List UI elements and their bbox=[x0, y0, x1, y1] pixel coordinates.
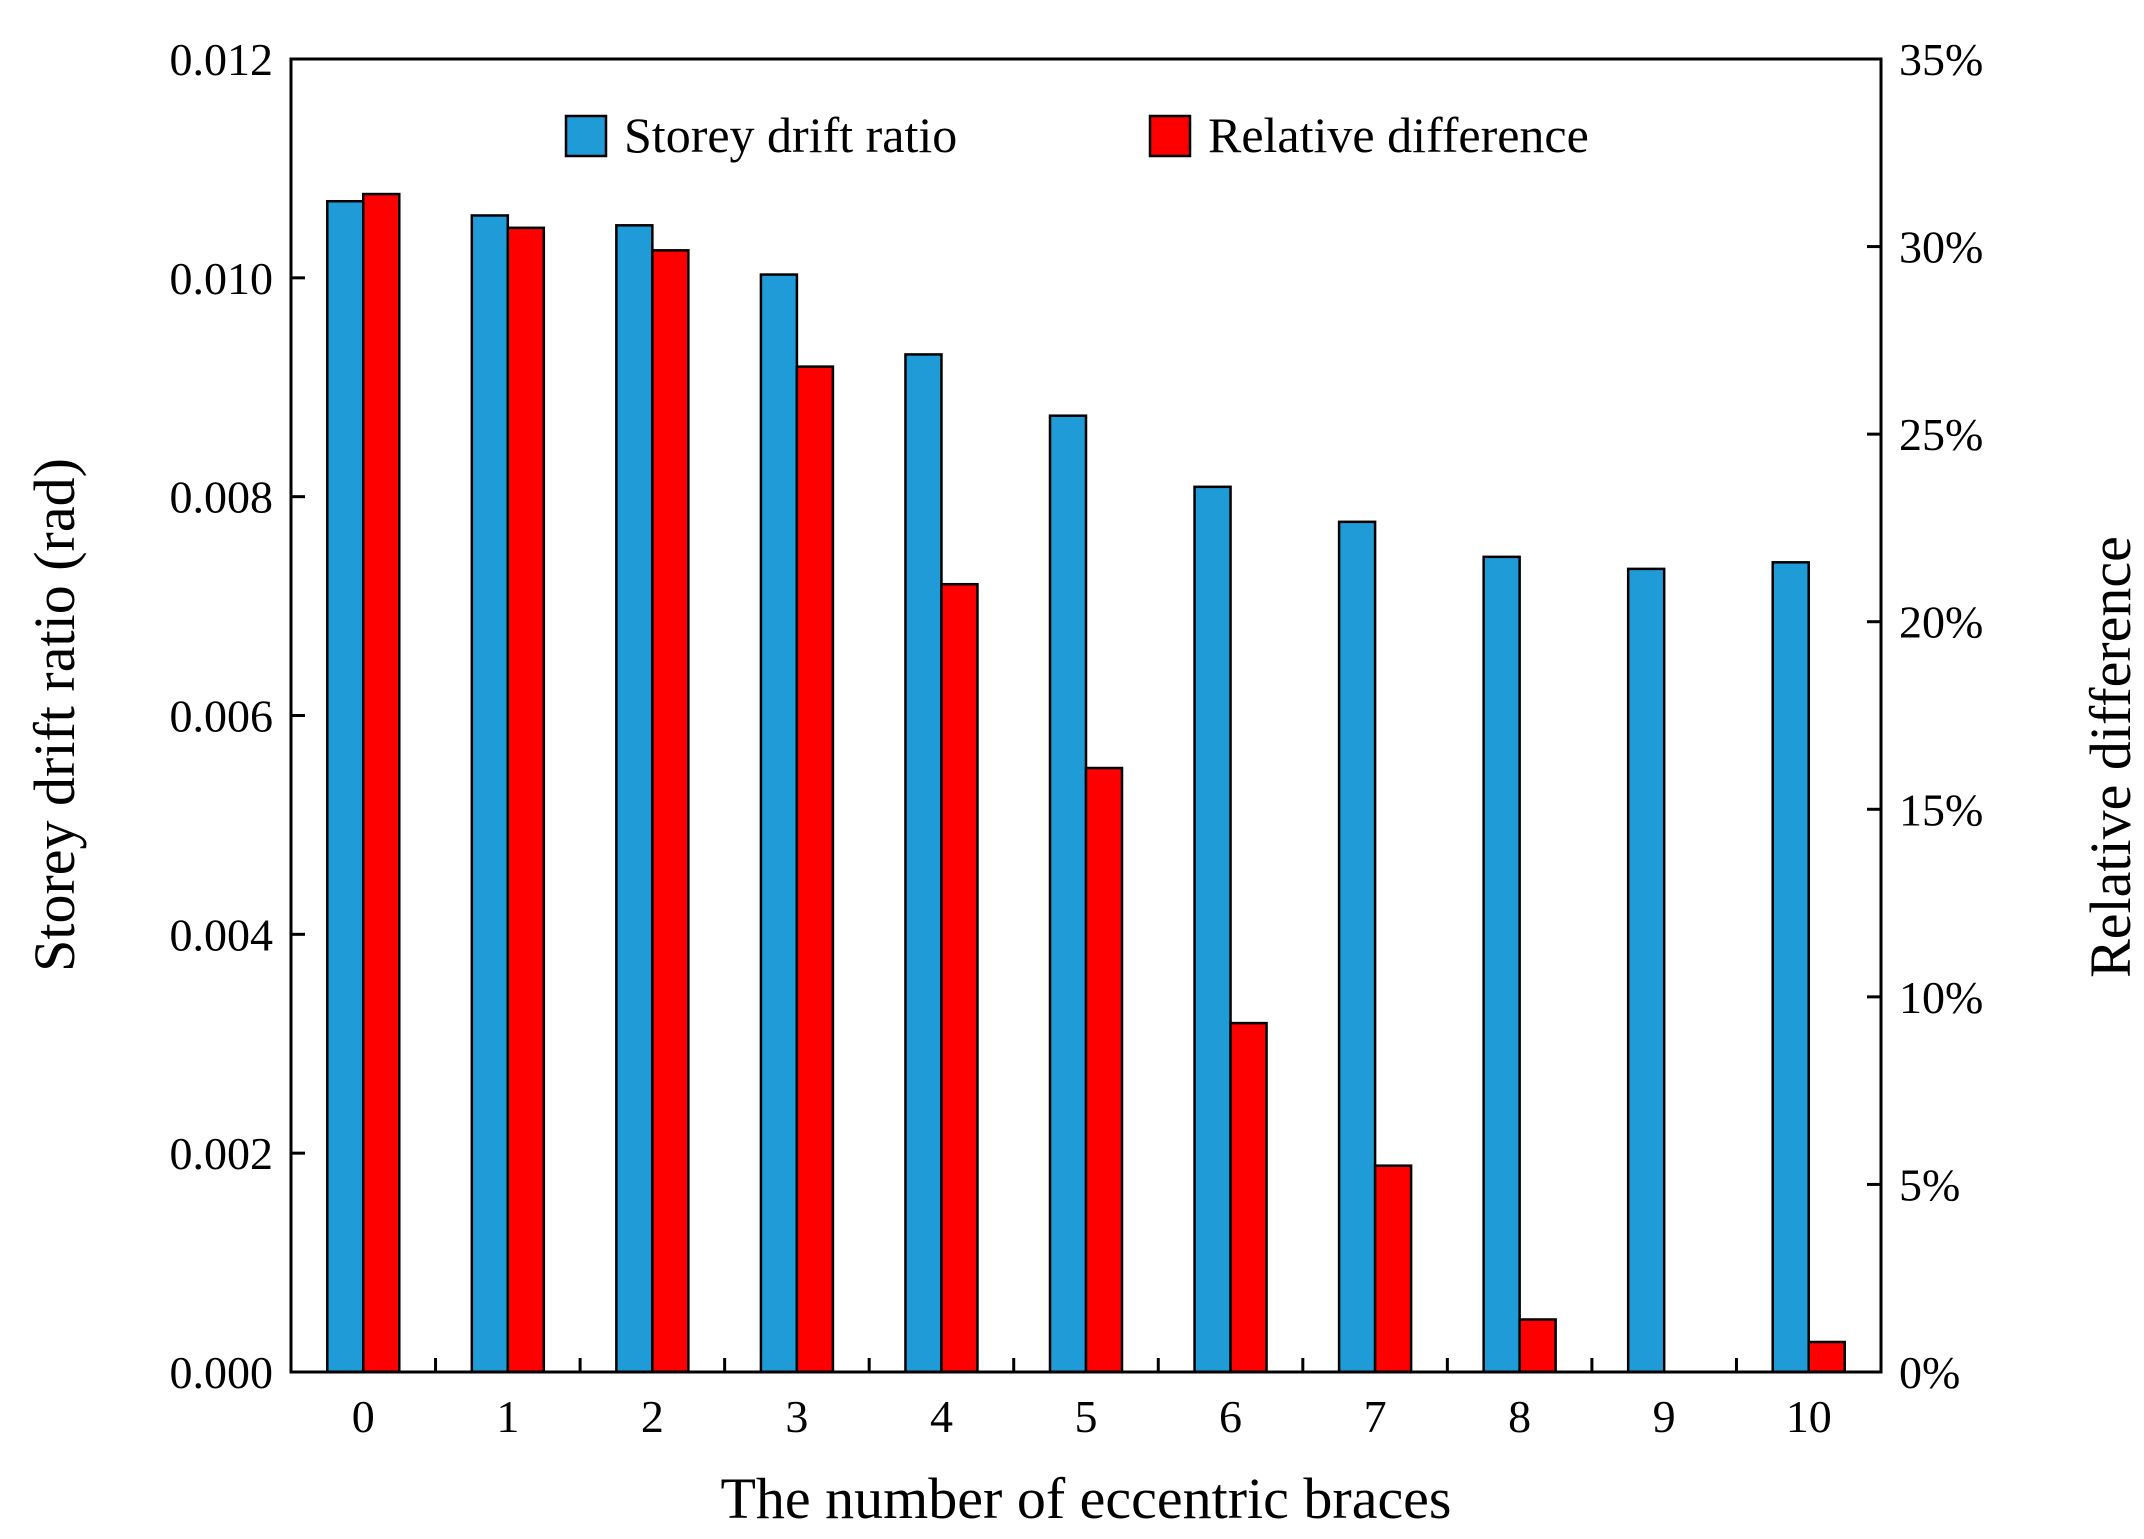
bar-storey-drift-ratio-8 bbox=[1482, 555, 1521, 1374]
x-tick-label: 3 bbox=[785, 1391, 808, 1442]
y-tick-label: 0.000 bbox=[170, 1347, 274, 1398]
x-tick-label: 10 bbox=[1786, 1391, 1832, 1442]
bar-storey-drift-ratio-3 bbox=[759, 273, 799, 1374]
bars-group bbox=[326, 192, 1846, 1374]
y2-tick-label: 0% bbox=[1899, 1347, 1960, 1398]
bar-relative-difference-0 bbox=[362, 192, 401, 1374]
bar-relative-difference-4 bbox=[940, 582, 979, 1374]
bar-relative-difference-5 bbox=[1084, 766, 1124, 1374]
bar-relative-difference-10 bbox=[1807, 1340, 1846, 1374]
bar-relative-difference-7 bbox=[1373, 1164, 1413, 1374]
y-tick-label: 0.008 bbox=[170, 472, 274, 523]
y-tick-label: 0.010 bbox=[170, 253, 274, 304]
y-tick-label: 0.006 bbox=[170, 691, 274, 742]
bar-relative-difference-3 bbox=[795, 365, 835, 1374]
bar-relative-difference-2 bbox=[651, 249, 690, 1374]
legend-swatch-storey-drift-ratio bbox=[564, 114, 608, 158]
y2-tick-label: 10% bbox=[1899, 972, 1983, 1023]
y-tick-label: 0.002 bbox=[170, 1128, 274, 1179]
bar-storey-drift-ratio-1 bbox=[470, 214, 510, 1374]
y2-tick-label: 30% bbox=[1899, 222, 1983, 273]
bar-storey-drift-ratio-6 bbox=[1193, 485, 1232, 1374]
y2-tick-label: 35% bbox=[1899, 34, 1983, 85]
x-tick-label: 2 bbox=[641, 1391, 664, 1442]
bar-storey-drift-ratio-10 bbox=[1771, 561, 1810, 1374]
bar-storey-drift-ratio-9 bbox=[1626, 567, 1666, 1374]
x-tick-label: 5 bbox=[1075, 1391, 1098, 1442]
y-tick-label: 0.004 bbox=[170, 909, 274, 960]
y2-axis-title: Relative difference bbox=[2078, 536, 2143, 978]
x-tick-label: 8 bbox=[1508, 1391, 1531, 1442]
x-tick-label: 4 bbox=[930, 1391, 953, 1442]
x-axis-title: The number of eccentric braces bbox=[720, 1466, 1451, 1531]
bar-relative-difference-6 bbox=[1229, 1021, 1268, 1374]
bar-storey-drift-ratio-5 bbox=[1048, 414, 1088, 1374]
x-tick-label: 9 bbox=[1653, 1391, 1676, 1442]
ticks-group: 0 1 2 3 4 5 6 7 8 9 10 0.000 0.002 0.004 0.006 0.008 0.0… bbox=[170, 34, 1984, 1442]
bar-storey-drift-ratio-4 bbox=[904, 353, 943, 1374]
legend: Storey drift ratio Relative difference bbox=[564, 107, 1589, 163]
bar-relative-difference-1 bbox=[506, 226, 546, 1374]
y2-tick-label: 25% bbox=[1899, 409, 1983, 460]
y2-tick-label: 20% bbox=[1899, 597, 1983, 648]
legend-label-storey-drift-ratio: Storey drift ratio bbox=[624, 107, 957, 163]
bar-storey-drift-ratio-0 bbox=[326, 199, 365, 1374]
y2-tick-label: 5% bbox=[1899, 1159, 1960, 1210]
y2-tick-label: 15% bbox=[1899, 784, 1983, 835]
bar-storey-drift-ratio-7 bbox=[1337, 520, 1377, 1374]
x-tick-label: 0 bbox=[352, 1391, 375, 1442]
x-tick-label: 6 bbox=[1219, 1391, 1242, 1442]
legend-swatch-relative-difference bbox=[1148, 114, 1192, 158]
x-tick-label: 7 bbox=[1364, 1391, 1387, 1442]
legend-label-relative-difference: Relative difference bbox=[1208, 107, 1589, 163]
y-axis-title: Storey drift ratio (rad) bbox=[22, 458, 87, 972]
bar-relative-difference-8 bbox=[1518, 1318, 1557, 1374]
y-tick-label: 0.012 bbox=[170, 34, 274, 85]
x-tick-label: 1 bbox=[496, 1391, 519, 1442]
bar-storey-drift-ratio-2 bbox=[615, 224, 654, 1374]
